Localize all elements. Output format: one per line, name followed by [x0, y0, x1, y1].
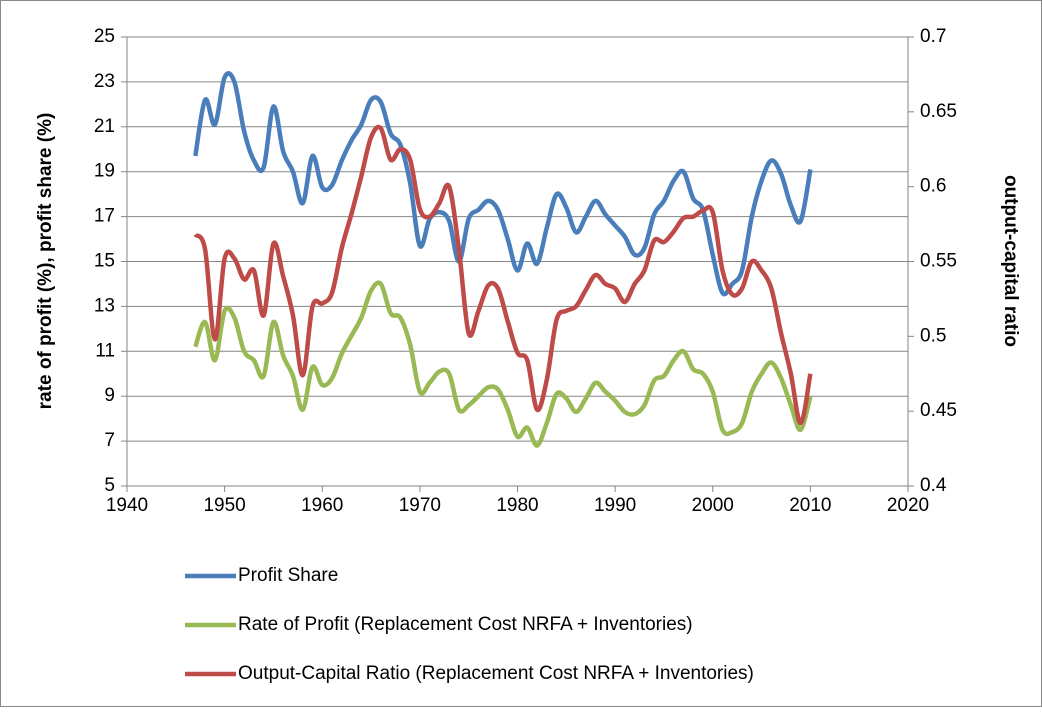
- legend-label: Rate of Profit (Replacement Cost NRFA + …: [238, 614, 693, 635]
- legend-label: Output-Capital Ratio (Replacement Cost N…: [238, 663, 754, 684]
- y2-axis-label: output-capital ratio: [1000, 175, 1021, 347]
- y2-tick-label: 0.45: [920, 400, 957, 421]
- x-tick-label: 1980: [496, 495, 538, 516]
- y2-tick-label: 0.6: [920, 176, 946, 197]
- series-line: [193, 71, 813, 297]
- y-tick-label: 11: [95, 340, 115, 361]
- series-line: [193, 124, 813, 426]
- series-line: [193, 280, 813, 448]
- y-tick-label: 15: [94, 251, 115, 272]
- x-tick-label: 1950: [203, 495, 245, 516]
- x-tick-label: 1960: [301, 495, 343, 516]
- y-tick-label: 23: [94, 71, 115, 92]
- x-tick-label: 1990: [594, 495, 636, 516]
- y2-tick-label: 0.7: [920, 26, 946, 47]
- y2-tick-label: 0.55: [920, 251, 957, 272]
- x-tick-label: 2020: [887, 495, 929, 516]
- y2-tick-label: 0.4: [920, 475, 947, 496]
- y-tick-label: 21: [94, 116, 115, 137]
- y-tick-label: 5: [104, 475, 115, 496]
- x-tick-label: 1970: [399, 495, 441, 516]
- y-tick-label: 7: [104, 430, 115, 451]
- y2-tick-label: 0.65: [920, 101, 957, 122]
- y2-tick-label: 0.5: [920, 325, 946, 346]
- y-tick-label: 13: [94, 295, 115, 316]
- y-tick-label: 9: [104, 385, 115, 406]
- y-tick-label: 17: [94, 206, 115, 227]
- x-tick-label: 2000: [692, 495, 734, 516]
- y-axis-label: rate of profit (%), profit share (%): [35, 113, 56, 410]
- legend-label: Profit Share: [238, 565, 338, 586]
- y-tick-label: 19: [94, 161, 115, 182]
- x-tick-label: 2010: [789, 495, 831, 516]
- x-tick-label: 1940: [106, 495, 148, 516]
- y-tick-label: 25: [94, 26, 115, 47]
